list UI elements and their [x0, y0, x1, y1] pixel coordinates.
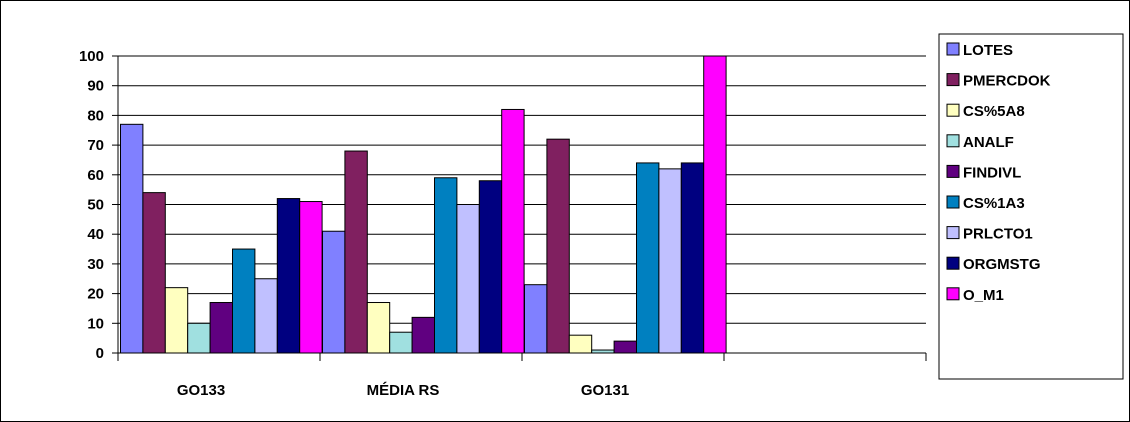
bar-analf-go133: [187, 322, 211, 354]
bar-lotes-m-dia-rs: [322, 230, 346, 354]
legend-label-prlcto1: PRLCTO1: [963, 226, 1033, 243]
bar-cs-1a3-go131: [636, 162, 660, 354]
bar-cs-5a8-m-dia-rs: [366, 302, 391, 354]
y-tick-label-70: 70: [87, 137, 104, 154]
bar-lotes-go131: [524, 284, 548, 354]
legend-swatch-prlcto1: [946, 226, 960, 240]
legend-label-findivl: FINDIVL: [963, 164, 1021, 181]
bar-pmercdok-go131: [546, 138, 570, 354]
y-tick-label-10: 10: [87, 315, 104, 332]
legend-swatch-analf: [946, 134, 960, 148]
bar-findivl-m-dia-rs: [411, 316, 436, 354]
bar-pmercdok-go133: [142, 192, 166, 354]
bar-orgmstg-m-dia-rs: [478, 180, 503, 354]
legend-swatch-orgmstg: [946, 256, 960, 270]
legend-label-o-m1: O_M1: [963, 287, 1004, 304]
bar-cs-5a8-go131: [568, 334, 593, 354]
bar-o-m1-go131: [703, 55, 727, 354]
legend-swatch-cs-1a3: [946, 195, 960, 209]
bar-findivl-go131: [613, 340, 637, 354]
y-tick-label-80: 80: [87, 107, 104, 124]
bar-cs-1a3-go133: [232, 248, 256, 354]
y-tick-label-60: 60: [87, 167, 104, 184]
bar-prlcto1-go131: [658, 168, 682, 354]
bar-orgmstg-go131: [680, 162, 705, 354]
legend-box: [938, 33, 1124, 380]
legend-swatch-pmercdok: [946, 73, 960, 87]
bar-analf-m-dia-rs: [389, 331, 413, 354]
bar-orgmstg-go133: [276, 198, 301, 354]
bar-findivl-go133: [209, 302, 234, 354]
legend-label-cs-5a8: CS%5A8: [963, 103, 1025, 120]
bar-lotes-go133: [120, 123, 144, 354]
legend: LOTES PMERCDOK CS%5A8 ANALF FINDIVL CS%1A3 PRL…: [938, 33, 1124, 380]
bar-cs-1a3-m-dia-rs: [434, 177, 458, 354]
y-tick-label-0: 0: [96, 345, 104, 362]
bar-prlcto1-go133: [254, 278, 278, 354]
axis-layer: 0 10 20 30 40 50 60 70 80 90 100 GO133 MÉDIA RS GO131: [79, 48, 927, 399]
legend-swatch-lotes: [946, 42, 960, 56]
y-tick-label-50: 50: [87, 197, 104, 214]
y-tick-label-90: 90: [87, 78, 104, 95]
bar-o-m1-go133: [299, 201, 323, 354]
y-tick-label-100: 100: [79, 48, 104, 65]
x-category-label-go131: GO131: [581, 382, 629, 399]
legend-label-analf: ANALF: [963, 134, 1014, 151]
legend-label-lotes: LOTES: [963, 42, 1013, 59]
bar-pmercdok-m-dia-rs: [344, 150, 368, 354]
legend-swatch-findivl: [946, 164, 960, 178]
y-tick-label-20: 20: [87, 286, 104, 303]
x-category-label-go133: GO133: [177, 382, 225, 399]
y-tick-label-40: 40: [87, 226, 104, 243]
bar-prlcto1-m-dia-rs: [456, 204, 480, 354]
legend-label-cs-1a3: CS%1A3: [963, 195, 1025, 212]
bar-cs-5a8-go133: [164, 287, 189, 354]
legend-label-pmercdok: PMERCDOK: [963, 73, 1051, 90]
legend-label-orgmstg: ORGMSTG: [963, 256, 1041, 273]
y-tick-label-30: 30: [87, 256, 104, 273]
legend-swatch-cs-5a8: [946, 103, 960, 117]
bars-layer: [120, 55, 727, 354]
legend-swatch-o-m1: [946, 287, 960, 301]
bar-o-m1-m-dia-rs: [501, 108, 525, 354]
x-category-label-m-dia-rs: MÉDIA RS: [367, 382, 440, 399]
